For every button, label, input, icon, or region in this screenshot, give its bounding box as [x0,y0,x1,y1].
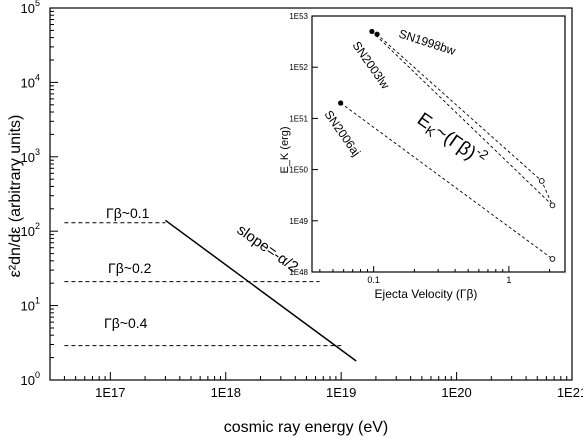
inset-y-tick-label: 1E53 [289,12,308,21]
main-x-tick-label: 1E19 [326,385,356,400]
main-x-tick-label: 1E20 [441,385,471,400]
inset-markers [338,28,556,262]
main-x-axis-label: cosmic ray energy (eV) [224,419,389,436]
main-y-tick-label: 105 [21,0,40,16]
open-marker [549,256,556,262]
main-series-lines [64,219,357,362]
main-y-ticks: 100 101 102 103 104 105 [21,0,58,388]
main-y-tick-label: 102 [21,221,40,239]
inset-x-axis-label: Ejecta Velocity (Γβ) [375,287,478,301]
main-x-tick-label: 1E18 [211,385,241,400]
inset-x-ticks: 0.1 1 [319,266,551,285]
filled-marker [338,100,344,106]
filled-marker [369,28,375,35]
label-gb-0.2: Γβ~0.2 [108,260,152,276]
label-gb-0.4: Γβ~0.4 [104,315,148,331]
inset-y-tick-label: 1E52 [289,63,308,72]
inset-y-tick-label: 1E51 [289,114,308,123]
inset-y-axis-label: E_K (erg) [279,126,291,173]
inset-background [312,16,565,272]
inset-y-tick-label: 1E48 [289,268,308,277]
inset-x-tick-label: 0.1 [367,275,380,285]
label-gb-0.1: Γβ~0.1 [106,205,150,221]
open-marker [538,178,545,184]
filled-marker [374,31,380,37]
main-y-tick-label: 101 [21,296,40,314]
main-y-tick-label: 100 [21,370,40,388]
inset-y-ticks: 1E48 1E49 1E50 1E51 1E52 1E53 [289,12,318,277]
main-x-tick-label: 1E17 [95,385,125,400]
inset-y-tick-label: 1E49 [289,217,308,226]
main-y-axis-label: ε²dn/dε (arbitrary units) [7,115,24,278]
slope-line-3 [164,219,357,362]
open-marker [549,202,556,209]
main-y-tick-label: 104 [21,72,40,90]
inset-x-tick-label: 1 [506,275,511,285]
main-y-tick-label: 103 [21,147,40,165]
main-plot-frame [49,7,573,381]
inset-y-tick-label: 1E50 [289,166,308,175]
